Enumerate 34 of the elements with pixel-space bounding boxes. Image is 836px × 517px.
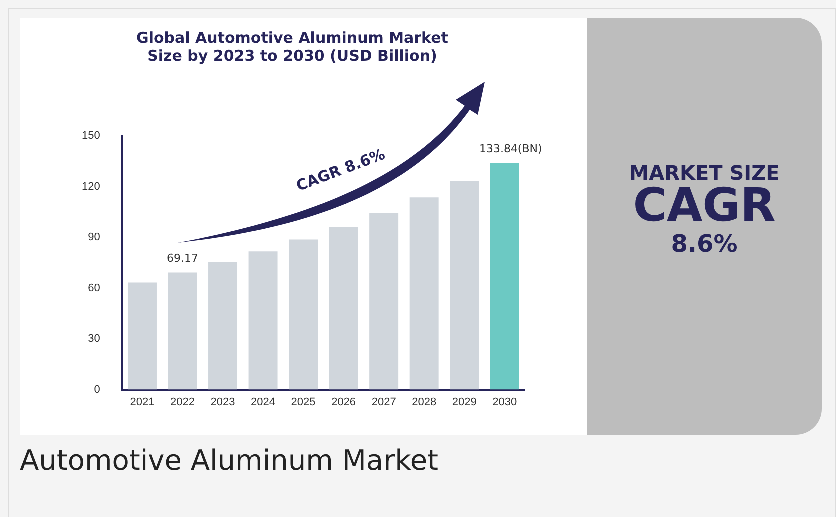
text: MARKET SIZE [628,161,781,185]
data-label: 133.84(BN) [479,142,542,156]
x-tick-label: 2021 [130,396,155,408]
bar [329,227,358,390]
bar [128,282,157,390]
text: Size by 2023 to 2030 (USD Billion) [148,46,438,65]
x-tick-label: 2022 [170,396,195,408]
x-tick-label: 2026 [332,396,356,408]
bar [248,252,278,390]
bar [208,262,238,390]
x-tick-label: 2023 [210,396,236,408]
x-tick-label: 2029 [452,396,477,408]
x-tick-label: 2024 [251,396,276,408]
bar [168,272,198,390]
y-tick-label: 90 [88,232,100,244]
y-tick-label: 60 [88,282,100,294]
y-tick-label: 0 [94,384,100,396]
data-label: 69.17 [167,252,198,266]
bar [370,212,399,390]
text: Automotive Aluminum Market [20,444,439,477]
x-tick-label: 2028 [412,396,437,408]
text: Global Automotive Aluminum Market [136,28,448,47]
x-tick-label: 2030 [492,396,518,408]
y-tick-label: 30 [88,333,100,346]
bar [410,198,439,390]
bar [450,181,480,390]
x-tick-label: 2027 [372,396,396,408]
annotation: CAGR 8.6% [294,145,388,196]
y-tick-label: 150 [82,130,100,142]
x-tick-label: 2025 [291,396,316,408]
y-tick-label: 120 [82,180,100,193]
bar [490,163,520,390]
bar [289,240,318,390]
text: 8.6% [670,230,739,258]
